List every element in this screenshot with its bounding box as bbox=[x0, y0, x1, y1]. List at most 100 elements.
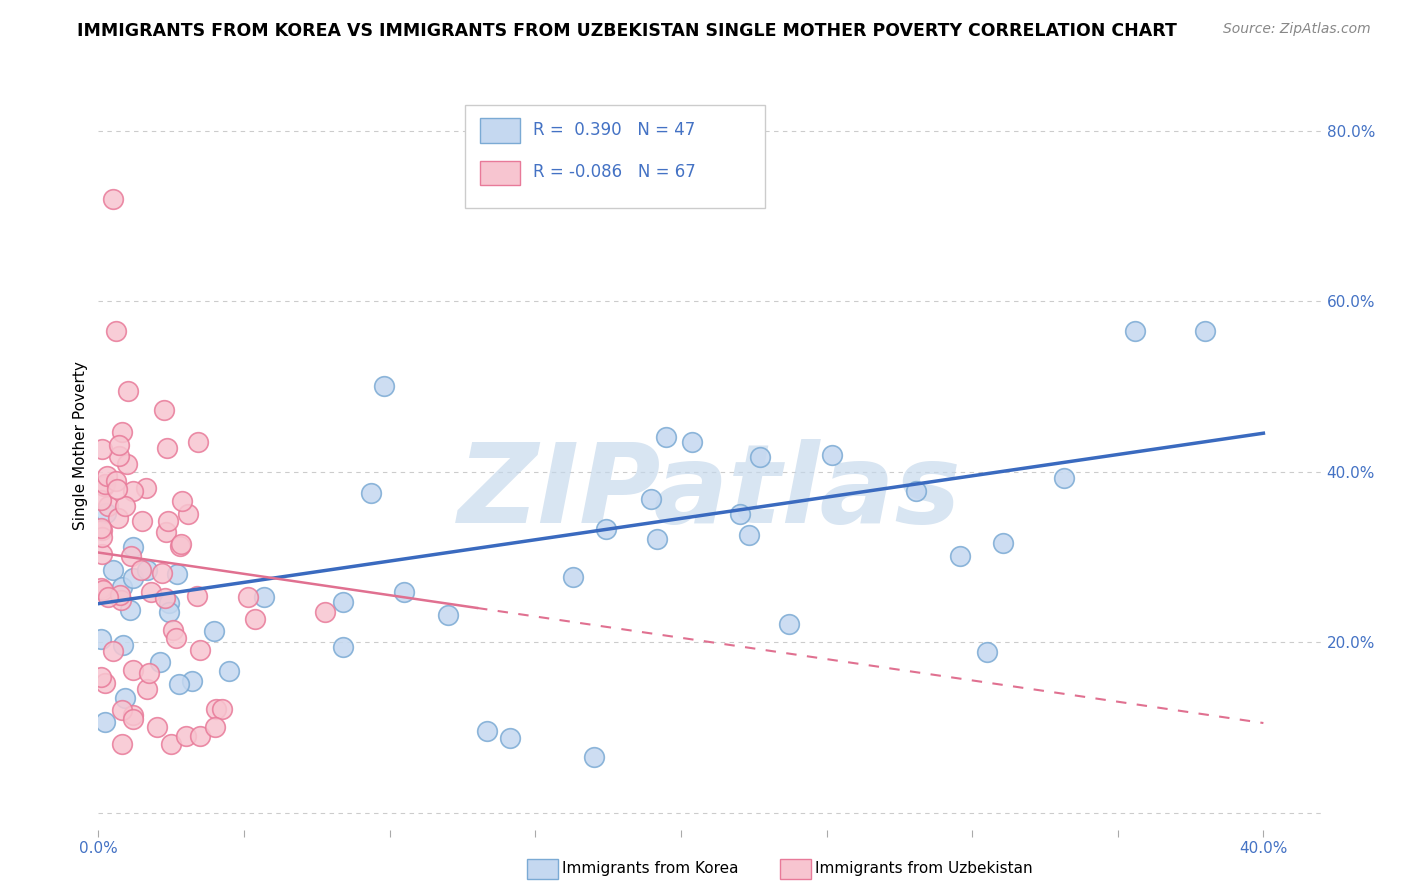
Point bbox=[111, 737, 134, 751]
Point bbox=[111, 580, 134, 594]
Point bbox=[243, 612, 266, 626]
Point bbox=[122, 712, 145, 726]
Point bbox=[101, 563, 124, 577]
Point bbox=[991, 536, 1014, 550]
Point bbox=[149, 656, 172, 670]
Point bbox=[211, 702, 233, 716]
Point bbox=[90, 581, 112, 595]
Point bbox=[107, 449, 129, 463]
Point bbox=[253, 590, 276, 604]
Point bbox=[218, 665, 240, 679]
Text: Immigrants from Uzbekistan: Immigrants from Uzbekistan bbox=[815, 862, 1033, 876]
Point bbox=[111, 703, 134, 717]
Point bbox=[205, 701, 228, 715]
Point bbox=[186, 589, 208, 603]
Text: R = -0.086   N = 67: R = -0.086 N = 67 bbox=[533, 163, 696, 181]
Point bbox=[737, 528, 759, 542]
Point bbox=[157, 605, 180, 619]
Y-axis label: Single Mother Poverty: Single Mother Poverty bbox=[73, 361, 89, 531]
Point bbox=[96, 468, 118, 483]
Point bbox=[107, 511, 129, 525]
Point bbox=[114, 499, 136, 513]
Point bbox=[93, 676, 115, 690]
Point bbox=[105, 482, 128, 496]
Point bbox=[157, 596, 180, 610]
Point bbox=[821, 448, 844, 462]
Point bbox=[135, 681, 157, 696]
Point bbox=[122, 663, 145, 677]
Point bbox=[156, 514, 179, 528]
Point bbox=[156, 442, 179, 456]
Point bbox=[187, 435, 209, 450]
Point bbox=[645, 533, 668, 547]
Point bbox=[97, 590, 120, 604]
Point bbox=[360, 486, 382, 500]
Point bbox=[138, 665, 160, 680]
Text: ZIPatlas: ZIPatlas bbox=[458, 439, 962, 546]
Point bbox=[108, 588, 131, 602]
Point bbox=[104, 324, 127, 338]
Point bbox=[93, 479, 115, 493]
FancyBboxPatch shape bbox=[479, 119, 520, 143]
Point bbox=[949, 549, 972, 564]
Point bbox=[728, 507, 751, 521]
Point bbox=[1052, 471, 1074, 485]
FancyBboxPatch shape bbox=[465, 104, 765, 208]
Point bbox=[94, 715, 117, 730]
Point bbox=[122, 707, 145, 722]
Point bbox=[1194, 324, 1216, 338]
Point bbox=[139, 585, 162, 599]
Point bbox=[91, 547, 114, 561]
Point bbox=[122, 571, 145, 585]
Point bbox=[94, 506, 117, 520]
Point bbox=[111, 638, 134, 652]
Point bbox=[162, 623, 184, 637]
Point bbox=[120, 603, 142, 617]
Point bbox=[110, 593, 132, 607]
Point bbox=[904, 483, 927, 498]
Point bbox=[136, 563, 159, 577]
Point bbox=[477, 724, 499, 739]
Text: R =  0.390   N = 47: R = 0.390 N = 47 bbox=[533, 121, 695, 139]
Point bbox=[90, 530, 112, 544]
Point bbox=[166, 567, 188, 582]
Point bbox=[332, 640, 354, 655]
Point bbox=[155, 524, 177, 539]
Point bbox=[131, 514, 153, 528]
Point bbox=[97, 500, 120, 514]
Point bbox=[236, 590, 259, 604]
Point bbox=[1123, 324, 1146, 338]
Text: Immigrants from Korea: Immigrants from Korea bbox=[562, 862, 740, 876]
Point bbox=[114, 691, 136, 706]
Point bbox=[135, 482, 157, 496]
Point bbox=[160, 737, 183, 751]
Text: IMMIGRANTS FROM KOREA VS IMMIGRANTS FROM UZBEKISTAN SINGLE MOTHER POVERTY CORREL: IMMIGRANTS FROM KOREA VS IMMIGRANTS FROM… bbox=[77, 22, 1177, 40]
Point bbox=[90, 442, 112, 456]
Point bbox=[165, 632, 187, 646]
Point bbox=[174, 729, 197, 743]
Point bbox=[177, 507, 200, 521]
Point bbox=[153, 402, 176, 417]
Point bbox=[121, 483, 143, 498]
Point bbox=[101, 192, 124, 206]
Point bbox=[90, 521, 112, 535]
Point bbox=[120, 549, 142, 563]
Point bbox=[122, 540, 145, 554]
Point bbox=[150, 566, 173, 580]
Point bbox=[373, 379, 395, 393]
Point bbox=[778, 617, 800, 632]
Point bbox=[561, 570, 583, 584]
Point bbox=[681, 435, 703, 450]
Point bbox=[101, 644, 124, 658]
Point bbox=[117, 384, 139, 399]
Point bbox=[170, 493, 193, 508]
Point bbox=[105, 474, 128, 488]
Point bbox=[91, 582, 114, 597]
Point bbox=[129, 563, 152, 577]
Point bbox=[90, 632, 112, 646]
Point bbox=[107, 438, 129, 452]
Point bbox=[90, 493, 112, 508]
Point bbox=[314, 605, 336, 619]
Text: Source: ZipAtlas.com: Source: ZipAtlas.com bbox=[1223, 22, 1371, 37]
Point bbox=[204, 720, 226, 734]
